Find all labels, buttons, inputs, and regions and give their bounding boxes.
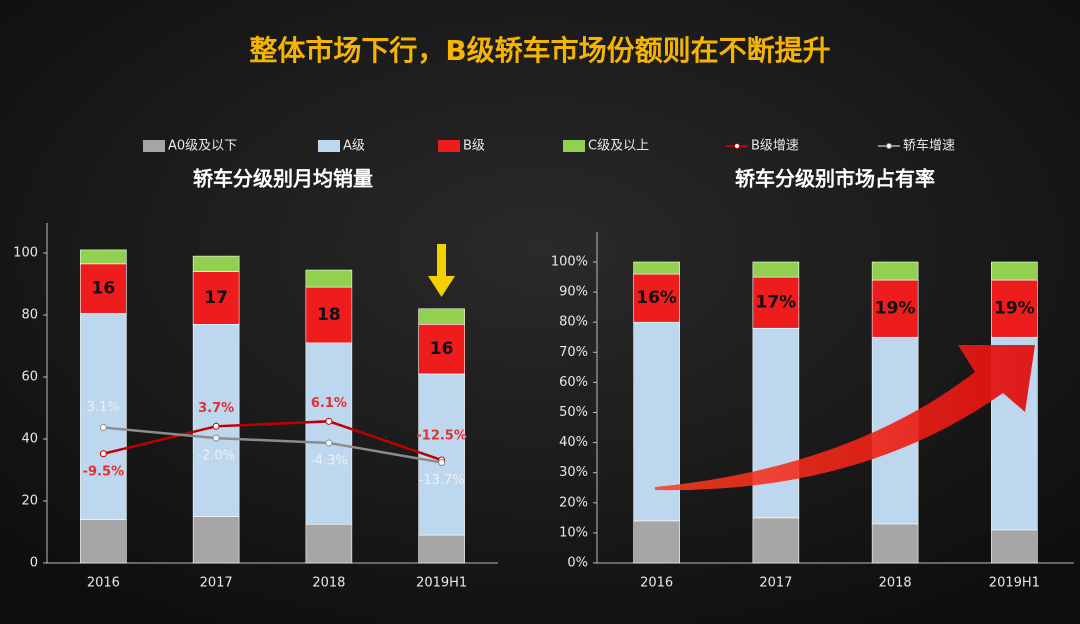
data-label: 16% — [636, 288, 677, 308]
bar-segment — [305, 269, 353, 288]
highlight-arrow — [428, 244, 455, 297]
bar-segment — [192, 516, 240, 564]
line-marker — [99, 424, 107, 432]
y-tick-label: 20 — [21, 494, 38, 509]
y-tick-label: 50% — [559, 405, 588, 420]
y-tick-label: 40% — [559, 435, 588, 450]
y-tick-label: 60 — [21, 370, 38, 385]
chart-title: 轿车分级别市场占有率 — [735, 167, 935, 191]
bar-segment — [80, 313, 127, 520]
bar-segment — [192, 271, 240, 325]
bar-segment — [192, 255, 240, 272]
x-tick-label: 2019H1 — [416, 576, 467, 591]
bar-segment — [991, 279, 1038, 338]
bar-segment — [752, 517, 800, 564]
line-marker — [212, 422, 220, 430]
bar-segment — [633, 520, 680, 564]
x-tick-label: 2018 — [879, 576, 912, 591]
bar-segment — [418, 534, 465, 564]
line-marker — [325, 417, 333, 425]
bar-segment — [192, 323, 240, 517]
legend-swatch — [438, 140, 460, 152]
x-tick-label: 2018 — [312, 576, 345, 591]
line-value-label: -12.5% — [416, 429, 467, 444]
data-label: 18 — [317, 305, 341, 325]
line-marker — [325, 439, 333, 447]
y-tick-label: 80 — [21, 308, 38, 323]
y-tick-label: 0 — [30, 556, 38, 571]
bar-segment — [871, 279, 919, 338]
bar-segment — [80, 519, 127, 564]
line-marker — [438, 459, 446, 467]
bar-segment — [871, 261, 919, 281]
x-tick-label: 2019H1 — [989, 576, 1040, 591]
bar-segment — [752, 327, 800, 519]
bar-segment — [991, 261, 1038, 281]
line-value-label: -9.5% — [83, 464, 124, 479]
legend-label: C级及以上 — [588, 139, 649, 154]
legend-label: A0级及以下 — [168, 139, 237, 154]
bar-segment — [80, 263, 127, 314]
bar-segment — [80, 249, 127, 265]
legend-marker — [886, 143, 892, 149]
x-tick-label: 2016 — [640, 576, 673, 591]
y-tick-label: 30% — [559, 465, 588, 480]
legend-swatch — [563, 140, 585, 152]
legend-swatch — [318, 140, 340, 152]
bar-segment — [418, 323, 465, 375]
bar-segment — [752, 276, 800, 329]
legend-label: 轿车增速 — [903, 138, 955, 154]
bar-segment — [305, 342, 353, 525]
bar-segment — [871, 523, 919, 564]
legend-label: B级增速 — [751, 139, 799, 154]
line-value-label: -4.3% — [310, 453, 348, 468]
y-tick-label: 0% — [567, 556, 588, 571]
data-label: 19% — [875, 299, 916, 319]
bar-segment — [752, 261, 800, 278]
bar-segment — [633, 273, 680, 323]
data-label: 19% — [994, 299, 1035, 319]
line-value-label: 6.1% — [311, 396, 347, 411]
y-tick-label: 20% — [559, 495, 588, 510]
data-label: 16 — [430, 339, 454, 359]
chart-title: 轿车分级别月均销量 — [193, 167, 373, 191]
data-label: 16 — [92, 279, 116, 299]
y-tick-label: 60% — [559, 375, 588, 390]
legend-label: B级 — [463, 139, 485, 154]
y-tick-label: 40 — [21, 432, 38, 447]
bar-segment — [633, 321, 680, 522]
legend-label: A级 — [343, 139, 365, 154]
legend-marker — [734, 143, 740, 149]
line-value-label: -13.7% — [419, 473, 465, 488]
trend-arrow — [655, 345, 1035, 491]
y-tick-label: 70% — [559, 345, 588, 360]
bar-segment — [418, 308, 465, 325]
x-tick-label: 2017 — [200, 576, 233, 591]
x-tick-label: 2016 — [87, 576, 120, 591]
slide-title: 整体市场下行，B级轿车市场份额则在不断提升 — [249, 34, 830, 67]
line-value-label: 3.1% — [87, 400, 120, 415]
y-tick-label: 90% — [559, 285, 588, 300]
data-label: 17 — [204, 288, 228, 308]
line-series — [103, 420, 443, 462]
line-value-label: 3.7% — [198, 401, 234, 416]
line-marker — [99, 450, 107, 458]
bar-segment — [991, 529, 1038, 564]
bar-segment — [633, 261, 680, 275]
line-series — [103, 426, 442, 464]
x-tick-label: 2017 — [759, 576, 792, 591]
y-tick-label: 100% — [551, 255, 588, 270]
y-tick-label: 80% — [559, 315, 588, 330]
bar-segment — [305, 523, 353, 564]
y-tick-label: 10% — [559, 525, 588, 540]
legend-swatch — [143, 140, 165, 152]
line-marker — [212, 434, 220, 442]
data-label: 17% — [756, 293, 797, 313]
line-value-label: -2.0% — [197, 449, 235, 464]
y-tick-label: 100 — [13, 246, 38, 261]
